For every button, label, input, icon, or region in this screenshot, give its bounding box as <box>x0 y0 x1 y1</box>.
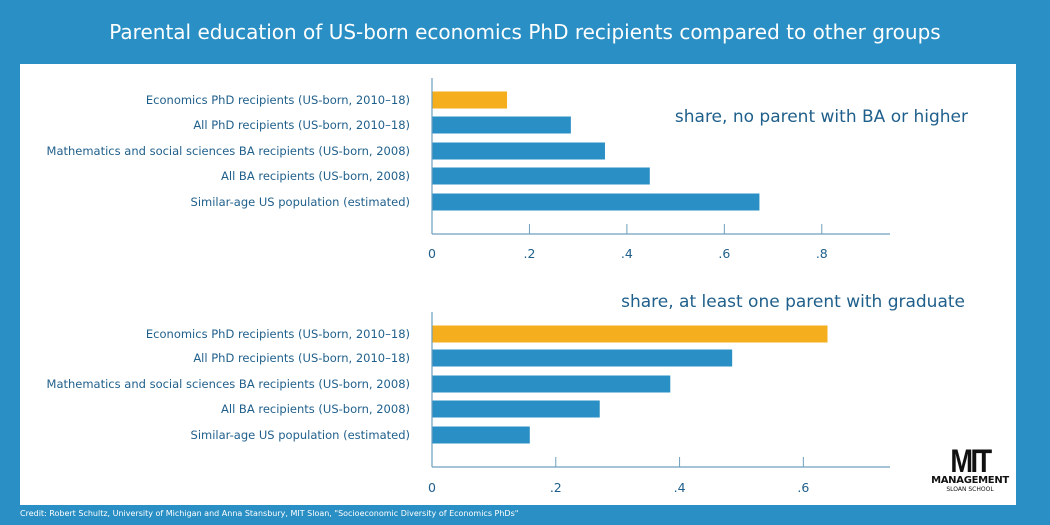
category-label: Similar-age US population (estimated) <box>191 428 410 442</box>
logo-mit: MIT <box>950 443 992 479</box>
category-label: Economics PhD recipients (US-born, 2010–… <box>146 327 410 341</box>
bar <box>432 400 600 418</box>
x-tick-label: .4 <box>674 480 686 495</box>
bar <box>432 116 571 134</box>
category-label: Similar-age US population (estimated) <box>191 195 410 209</box>
x-tick-label: .2 <box>550 480 562 495</box>
x-tick-label: 0 <box>428 480 436 495</box>
chart-subtitle: share, no parent with BA or higher <box>675 107 968 127</box>
bar <box>432 426 530 444</box>
x-tick-label: .8 <box>816 246 828 261</box>
bar <box>432 375 671 393</box>
x-tick-label: .2 <box>523 246 535 261</box>
category-label: All PhD recipients (US-born, 2010–18) <box>193 118 410 132</box>
bar <box>432 325 828 343</box>
logo-management: MANAGEMENT <box>931 475 1009 486</box>
mit-sloan-logo: MIT MANAGEMENT SLOAN SCHOOL <box>925 443 1015 493</box>
page-title: Parental education of US-born economics … <box>109 20 941 44</box>
x-tick-label: .6 <box>718 246 730 261</box>
category-label: Mathematics and social sciences BA recip… <box>47 377 410 391</box>
category-label: All BA recipients (US-born, 2008) <box>221 169 410 183</box>
category-label: All PhD recipients (US-born, 2010–18) <box>193 351 410 365</box>
bar <box>432 167 650 185</box>
x-tick-label: .4 <box>621 246 633 261</box>
x-tick-label: .6 <box>797 480 809 495</box>
bar <box>432 349 733 367</box>
bar <box>432 193 760 211</box>
category-label: All BA recipients (US-born, 2008) <box>221 402 410 416</box>
chart-subtitle: share, at least one parent with graduate <box>621 292 965 312</box>
category-label: Mathematics and social sciences BA recip… <box>47 144 410 158</box>
logo-sloan: SLOAN SCHOOL <box>946 486 994 493</box>
bar <box>432 91 508 109</box>
bar <box>432 142 605 160</box>
x-tick-label: 0 <box>428 246 436 261</box>
category-label: Economics PhD recipients (US-born, 2010–… <box>146 93 410 107</box>
credit-text: Credit: Robert Schultz, University of Mi… <box>20 509 519 518</box>
